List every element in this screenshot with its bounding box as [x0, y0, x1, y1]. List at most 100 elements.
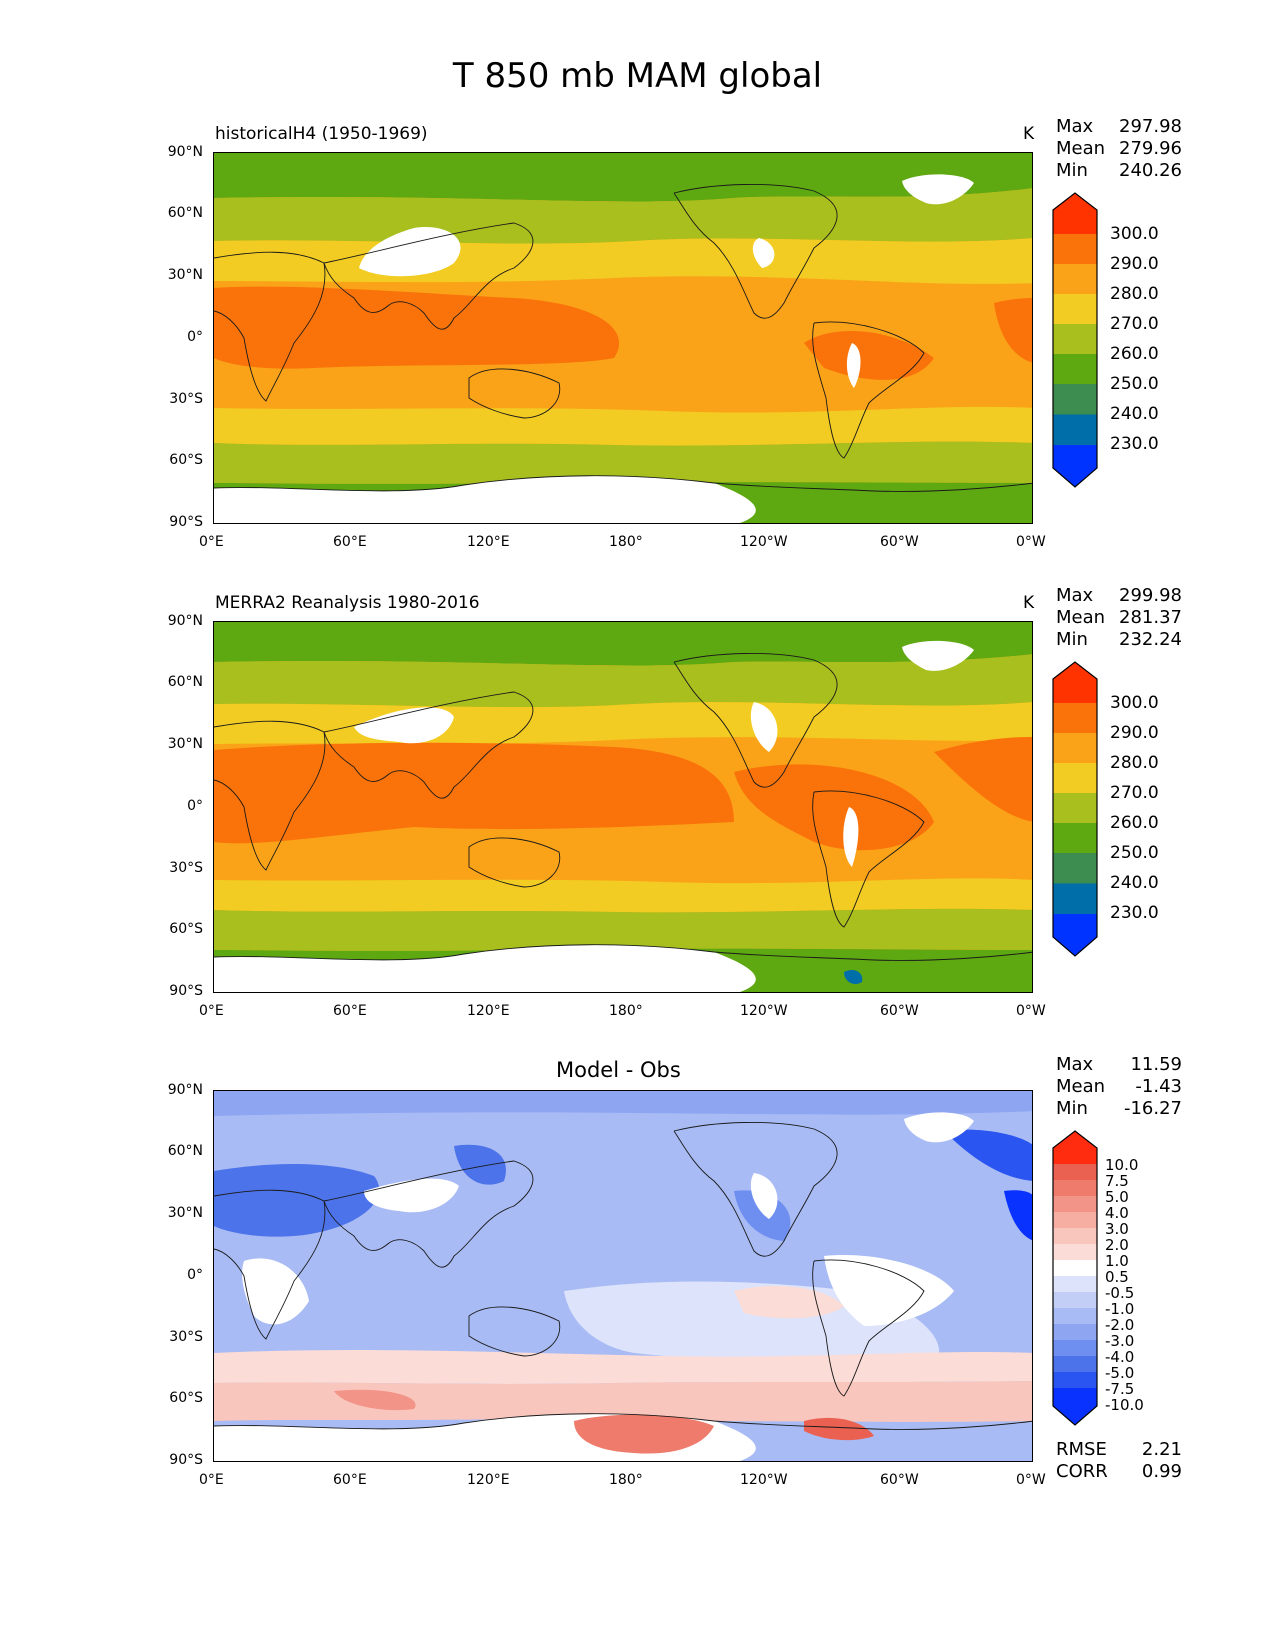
africa-europe-coast — [214, 720, 326, 871]
lat-tick-label: 0° — [187, 798, 203, 814]
diff-warm-pacific — [734, 1286, 844, 1319]
colorbar-segment — [1053, 1228, 1097, 1244]
colorbar-segment — [1053, 1276, 1097, 1292]
lat-tick-label: 30°N — [167, 1205, 203, 1221]
colorbar-segment — [1053, 445, 1097, 487]
map-area — [213, 152, 1033, 524]
antarctic-peninsula-cold — [844, 970, 863, 984]
diff-cold-asia-east — [454, 1144, 506, 1185]
lon-tick-label: 120°W — [740, 534, 788, 550]
colorbar — [1052, 1130, 1098, 1426]
colorbar-segment — [1053, 823, 1097, 853]
lat-tick-label: 30°N — [167, 267, 203, 283]
units-label: K — [1023, 124, 1035, 144]
colorbar-label: 260.0 — [1110, 813, 1159, 833]
lon-tick-label: 0°W — [1016, 1003, 1046, 1019]
figure-title: T 850 mb MAM global — [452, 56, 823, 96]
antarctica-coast — [214, 1413, 1032, 1430]
diff-neutral-southamerica — [824, 1255, 954, 1326]
colorbar-segment — [1053, 384, 1097, 415]
colorbar-segment — [1053, 1340, 1097, 1356]
lat-tick-label: 60°S — [169, 1390, 203, 1406]
lat-tick-label: 90°N — [167, 613, 203, 629]
colorbar-label: 7.5 — [1105, 1172, 1129, 1190]
stat-value: -1.43 — [1135, 1076, 1182, 1097]
lon-tick-label: 60°E — [333, 534, 367, 550]
colorbar-segment — [1053, 1292, 1097, 1308]
lat-tick-label: 30°S — [169, 391, 203, 407]
colorbar-segment — [1053, 1180, 1097, 1196]
colorbar-segment — [1053, 1244, 1097, 1260]
coastlines — [214, 653, 1032, 961]
field-band-250-north — [214, 153, 1032, 202]
coastlines — [214, 184, 1032, 492]
colorbar-label: 1.0 — [1105, 1252, 1129, 1270]
colorbar-segment — [1053, 264, 1097, 294]
stat-value: 297.98 — [1119, 116, 1182, 137]
colorbar-label: 10.0 — [1105, 1156, 1139, 1174]
colorbar-label: -1.0 — [1105, 1300, 1135, 1318]
field-band-290-atlantic — [934, 737, 1032, 822]
antarctica-mask — [214, 475, 756, 523]
rockies-mask — [750, 702, 778, 752]
field-band-260-south — [214, 441, 1032, 484]
stat-key: Mean — [1056, 607, 1106, 628]
colorbar-segment — [1053, 234, 1097, 264]
colorbar-label: -3.0 — [1105, 1332, 1135, 1350]
field-band-260-south — [214, 908, 1032, 951]
stat-key: Max — [1056, 116, 1094, 137]
tibet-mask — [354, 707, 454, 744]
panel-obs: MERRA2 Reanalysis 1980-2016 K — [0, 0, 1275, 1019]
colorbar-segment — [1053, 1388, 1097, 1404]
colorbar-segment — [1053, 1260, 1097, 1276]
field-band-250-north — [214, 622, 1032, 666]
colorbar-outline — [1052, 661, 1098, 957]
metric-value: 2.21 — [1141, 1439, 1182, 1460]
lat-tick-label: 90°N — [167, 1082, 203, 1098]
stat-value: 232.24 — [1119, 629, 1182, 650]
south-america-coast — [812, 321, 925, 459]
australia-coast — [468, 1306, 561, 1357]
lat-tick-label: 90°N — [167, 144, 203, 160]
map-area — [213, 621, 1033, 993]
field-band-270-north — [214, 702, 1032, 744]
diff-warm-patch — [334, 1389, 416, 1411]
lon-tick-label: 120°E — [467, 534, 510, 550]
north-america-coast — [673, 653, 838, 788]
map-area — [213, 1090, 1033, 1462]
panel-diff: Model - Obs — [0, 0, 1275, 1488]
colorbar-label: 260.0 — [1110, 344, 1159, 364]
africa-europe-coast — [214, 251, 326, 402]
colorbar-label: 5.0 — [1105, 1188, 1129, 1206]
stat-value: 279.96 — [1119, 138, 1182, 159]
field-band-270-south — [214, 878, 1032, 913]
stat-value: 299.98 — [1119, 585, 1182, 606]
stat-key: Min — [1056, 629, 1088, 650]
colorbar-label: -7.5 — [1105, 1380, 1135, 1398]
antarctica-field — [773, 952, 1032, 992]
stat-value: -16.27 — [1123, 1098, 1182, 1119]
colorbar — [1052, 192, 1098, 488]
colorbar-label: 250.0 — [1110, 374, 1159, 394]
diff-cold-atlantic-sub — [1004, 1190, 1032, 1241]
panel-label: historicalH4 (1950-1969) — [215, 124, 428, 144]
lon-tick-label: 180° — [609, 1472, 643, 1488]
diff-warm-southern-2 — [214, 1381, 1032, 1422]
colorbar-segment — [1053, 414, 1097, 445]
colorbar-label: 230.0 — [1110, 434, 1159, 454]
andes-mask — [843, 807, 859, 867]
colorbar-segment — [1053, 914, 1097, 956]
colorbar-label: 300.0 — [1110, 224, 1159, 244]
stat-key: Min — [1056, 1098, 1088, 1119]
colorbar-outline — [1052, 192, 1098, 488]
stat-value: 11.59 — [1130, 1054, 1182, 1075]
colorbar-label: 270.0 — [1110, 314, 1159, 334]
colorbar-label: 4.0 — [1105, 1204, 1129, 1222]
africa-europe-coast — [214, 1189, 326, 1340]
lat-tick-label: 0° — [187, 1267, 203, 1283]
colorbar-outline — [1052, 1130, 1098, 1426]
colorbar-segment — [1053, 1372, 1097, 1388]
diff-warm-southern-1 — [214, 1349, 1032, 1384]
lon-tick-label: 180° — [609, 534, 643, 550]
diff-cold-atlantic-north — [944, 1129, 1032, 1181]
